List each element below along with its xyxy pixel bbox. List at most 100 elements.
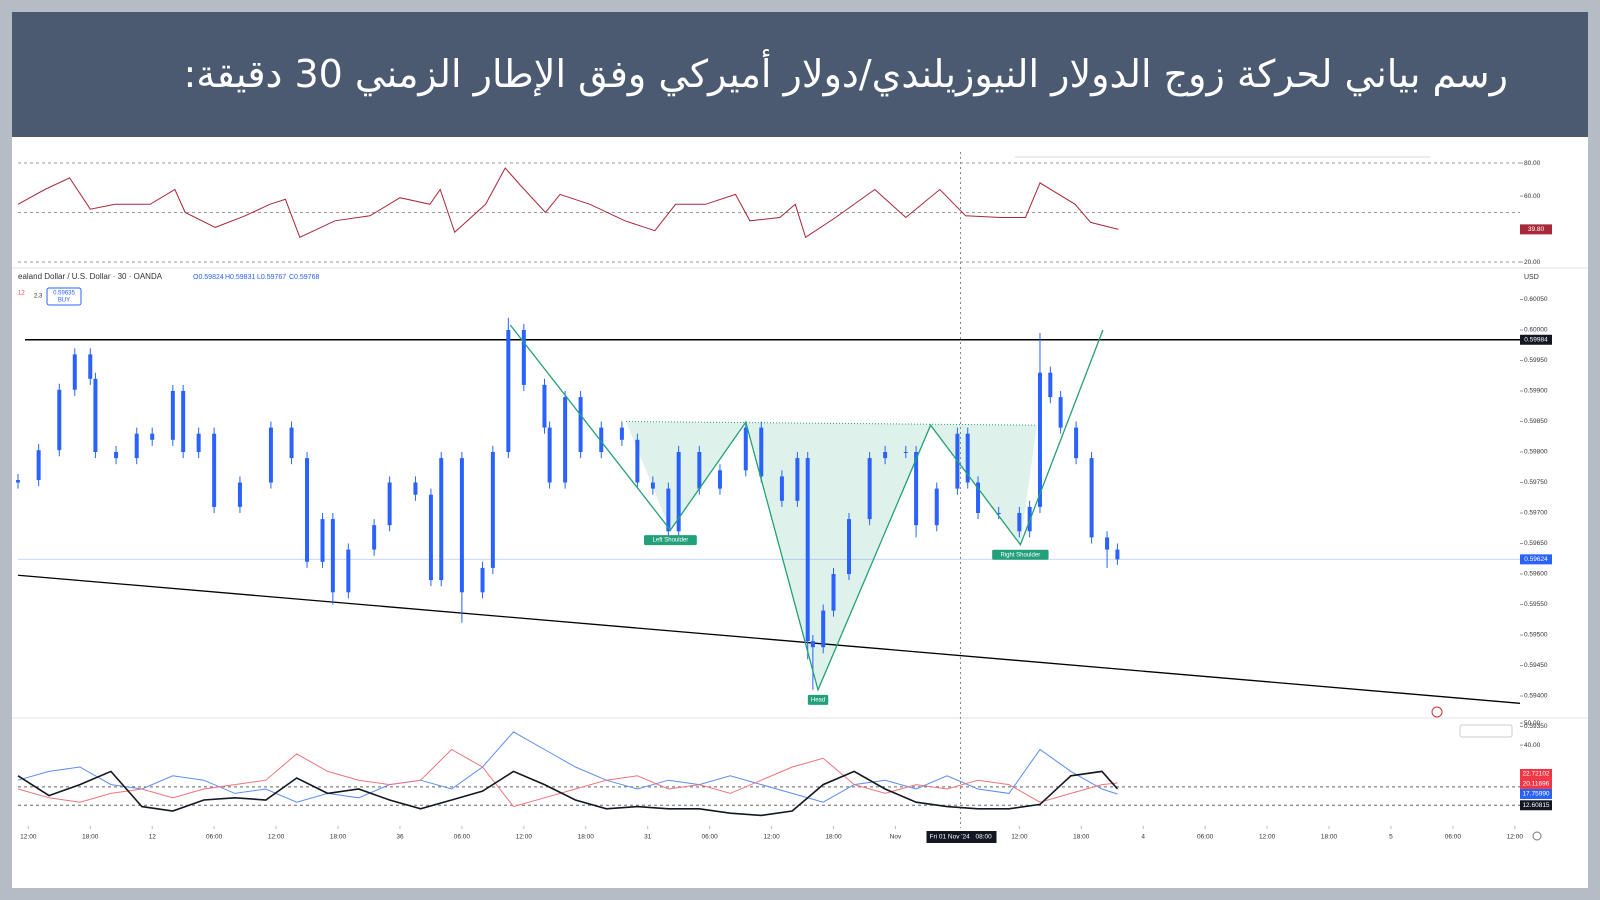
buy-button[interactable]: [46, 287, 82, 306]
x-tick-label: 06:00: [206, 834, 223, 841]
x-tick-label: 12:00: [20, 834, 37, 841]
candle-body: [1037, 372, 1042, 507]
candle-body: [795, 458, 800, 501]
candle-body: [57, 389, 62, 451]
buy-label: BUY: [58, 298, 70, 304]
candle-body: [237, 482, 242, 507]
pattern-label: Right Shoulder: [1001, 552, 1041, 558]
candle-body: [439, 458, 444, 581]
candle-body: [387, 482, 392, 526]
candle-body: [459, 458, 464, 593]
candle-body: [480, 567, 485, 593]
candle-body: [268, 427, 273, 483]
x-tick-label: 4: [1141, 834, 1145, 841]
candle-body: [372, 525, 377, 550]
dmi-line: [17, 770, 1118, 817]
dmi-badge-label: 12.60815: [1522, 802, 1549, 809]
dmi-badge: [1520, 778, 1552, 789]
panel-buttons[interactable]: [1459, 724, 1513, 738]
candle-body: [914, 452, 919, 526]
candle-body: [821, 610, 826, 648]
dmi-badge: [1520, 788, 1552, 799]
candle-body: [976, 482, 981, 513]
candle-body: [490, 452, 495, 568]
spread: 2.3: [34, 294, 43, 300]
resistance-badge: [1520, 334, 1552, 345]
candle-body: [413, 482, 418, 495]
rsi-line: [17, 167, 1119, 239]
candle-body: [805, 458, 810, 642]
dmi-badge: [1520, 800, 1552, 811]
candle-body: [150, 433, 155, 440]
candle-body: [650, 482, 655, 489]
price-pane: Left Shoulder Head Right Shoulder: [16, 317, 1520, 705]
candle-body: [1089, 458, 1094, 538]
candle-body: [542, 384, 547, 428]
candle-body: [547, 427, 552, 483]
x-tick-label: 12:00: [1259, 834, 1276, 841]
y-tick-label: 0.59350: [1524, 723, 1548, 730]
candle-body: [16, 480, 20, 483]
candle-body: [330, 519, 335, 593]
rsi-last-badge: [1520, 224, 1552, 235]
candle-body: [810, 641, 815, 648]
last-price-badge-label: 0.59624: [1524, 556, 1548, 563]
dmi-badge-label: 20.11696: [1523, 781, 1550, 788]
x-tick-label: 18:00: [1321, 834, 1338, 841]
candle-body: [134, 433, 139, 459]
candle-body: [759, 427, 764, 477]
candle-body: [1058, 397, 1063, 428]
y-tick-label: 0.59450: [1524, 662, 1548, 669]
y-tick-label: 0.59750: [1524, 479, 1548, 486]
ohlc-legend: C0.59768: [289, 274, 319, 281]
candle-body: [93, 378, 98, 452]
x-tick-label: 06:00: [454, 834, 471, 841]
candle-body: [666, 488, 671, 532]
crosshair-time: 08:00: [975, 834, 992, 841]
candle-body: [1048, 372, 1053, 398]
y-tick-label: 0.59850: [1524, 418, 1548, 425]
pattern-label-bg: [807, 694, 829, 705]
candle-body: [196, 433, 201, 452]
settings-icon[interactable]: [1532, 831, 1542, 841]
dmi-line: [17, 731, 1118, 803]
y-tick-label: 0.59700: [1524, 510, 1548, 517]
y-tick-label: 20.00: [1524, 259, 1541, 266]
candle-body: [578, 397, 583, 452]
ohlc-legend: O0.59824: [193, 274, 224, 281]
candle-body: [847, 519, 852, 574]
candle-body: [212, 433, 217, 507]
x-tick-label: 12:00: [1507, 834, 1524, 841]
candle-body: [934, 488, 939, 526]
x-tick-label: 12:00: [1011, 834, 1028, 841]
pattern-label-bg: [644, 535, 697, 546]
candle-body: [521, 330, 526, 385]
y-tick-label: 0.59650: [1524, 540, 1548, 547]
candle-body: [676, 452, 681, 532]
candle-body: [506, 330, 511, 452]
ohlc-legend: H0.59831: [225, 274, 255, 281]
pattern-label-bg: [992, 549, 1049, 560]
crosshair-label-bg: [926, 831, 997, 843]
y-tick-label: 40.00: [1524, 742, 1541, 749]
candle-body: [88, 354, 93, 379]
crosshair-date: Fri 01 Nov '24: [929, 834, 970, 841]
candle-body: [1105, 537, 1110, 550]
x-tick-label: 12:00: [268, 834, 285, 841]
candle-body: [697, 452, 702, 489]
candle-body: [599, 427, 604, 452]
candle-body: [305, 458, 310, 562]
candle-body: [1074, 427, 1079, 459]
candle-body: [320, 519, 325, 562]
dmi-badge-label: 22.72102: [1522, 771, 1549, 778]
y-tick-label: 0.60000: [1524, 327, 1548, 334]
y-tick-label: 80.00: [1524, 160, 1541, 167]
flag-icon[interactable]: [1431, 706, 1443, 718]
candle-body: [831, 574, 836, 611]
y-tick-label: 60.00: [1524, 193, 1541, 200]
candle-body: [717, 470, 722, 489]
candle-body: [779, 476, 784, 501]
candle-body: [619, 427, 624, 440]
x-tick-label: 18:00: [578, 834, 595, 841]
